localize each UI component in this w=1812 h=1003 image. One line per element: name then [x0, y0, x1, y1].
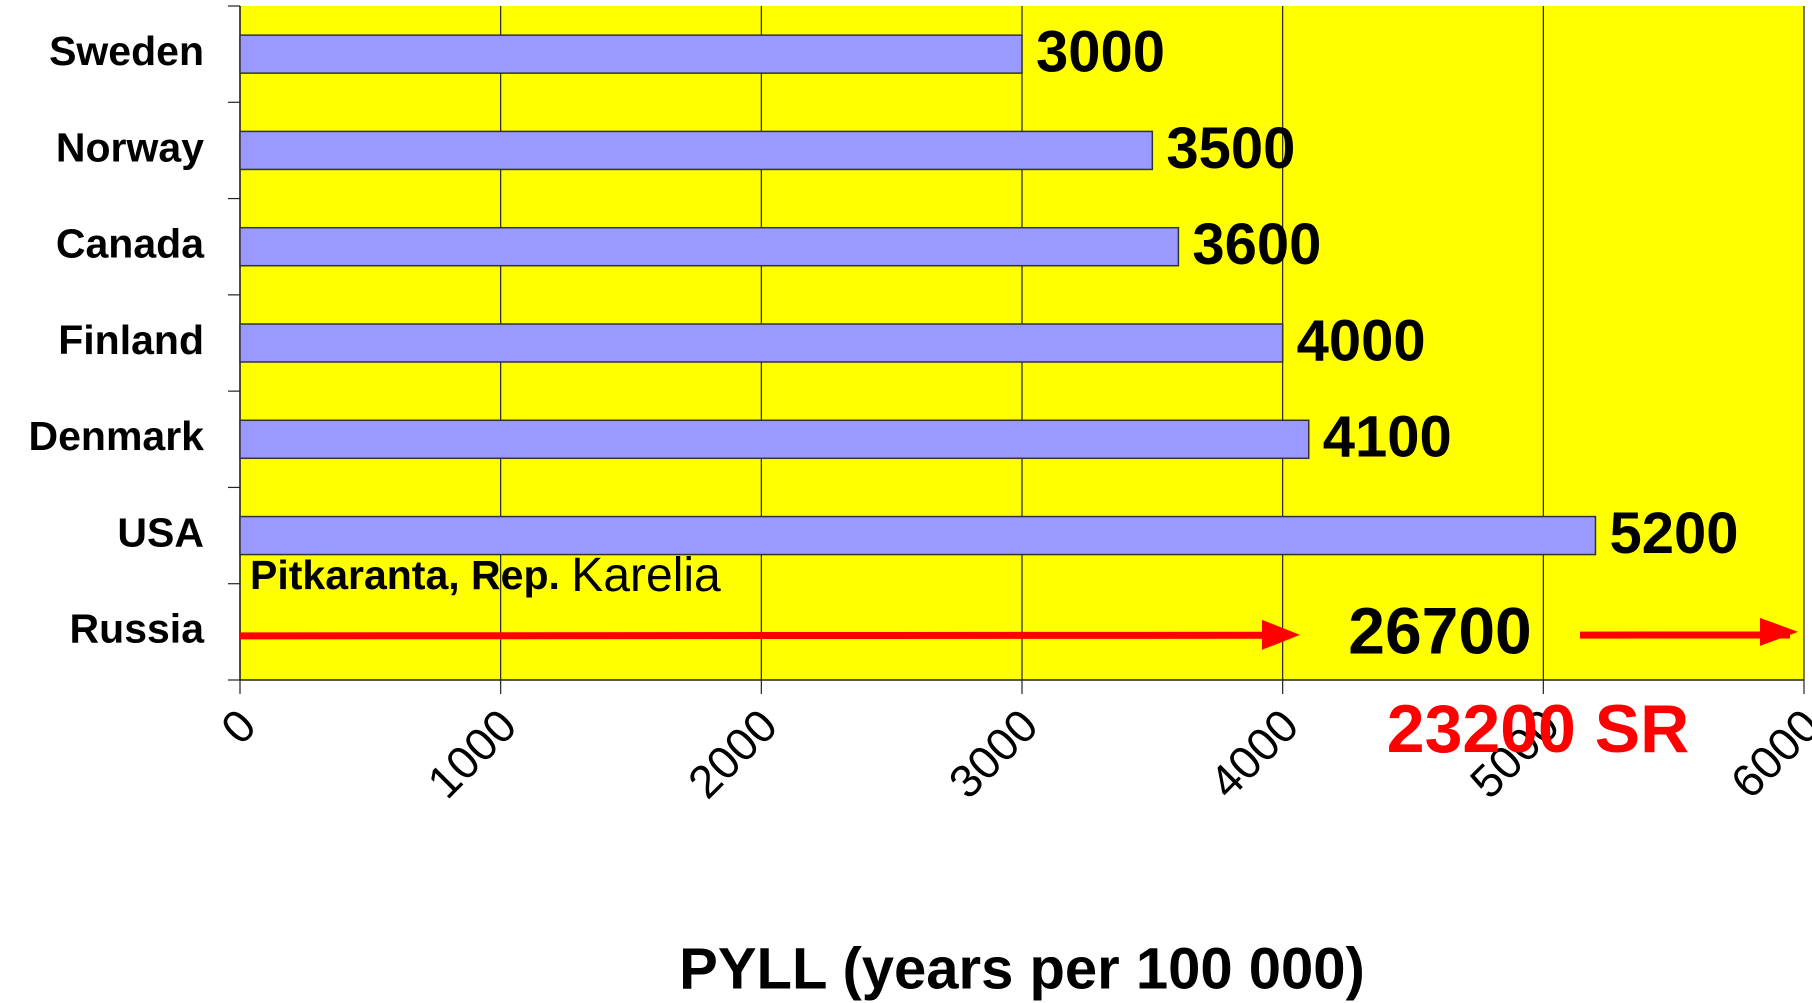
bar: [239, 515, 1597, 556]
y-tick-label: Canada: [56, 221, 205, 267]
x-tick-label: 0: [211, 699, 266, 754]
annotation: 23200 SR: [1387, 691, 1689, 767]
value-label: 3600: [1192, 212, 1321, 277]
annotation-bold: Pitkaranta, Rep.: [250, 552, 560, 598]
x-tick-label: 1000: [417, 699, 526, 808]
y-tick-label: Sweden: [49, 28, 204, 74]
x-tick-label: 6000: [1721, 699, 1812, 808]
annotation: Pitkaranta, Rep. Karelia: [250, 549, 721, 602]
y-tick-label: Finland: [58, 317, 204, 363]
x-tick-label: 4000: [1199, 699, 1308, 808]
annotation-normal: Karelia: [571, 549, 721, 602]
y-tick-label: Denmark: [29, 413, 205, 459]
bar: [239, 226, 1180, 267]
arrow-head: [1262, 619, 1300, 650]
bar: [239, 34, 1023, 74]
value-label: 3000: [1036, 19, 1165, 84]
x-tick-label: 2000: [678, 699, 787, 808]
bar: [239, 130, 1154, 171]
value-label: 3500: [1166, 116, 1295, 181]
y-tick-label: Norway: [56, 124, 204, 170]
arrow-head: [1760, 617, 1798, 646]
x-tick-label: 3000: [939, 699, 1048, 808]
bar: [239, 419, 1310, 460]
value-label: 4000: [1297, 308, 1426, 373]
bar: [239, 323, 1284, 363]
y-tick-label: USA: [117, 509, 204, 555]
value-label: 26700: [1348, 593, 1532, 667]
value-label: 4100: [1323, 405, 1452, 470]
x-axis-title: PYLL (years per 100 000): [679, 936, 1365, 1001]
y-tick-label: Russia: [70, 606, 206, 652]
value-label: 5200: [1609, 501, 1738, 566]
